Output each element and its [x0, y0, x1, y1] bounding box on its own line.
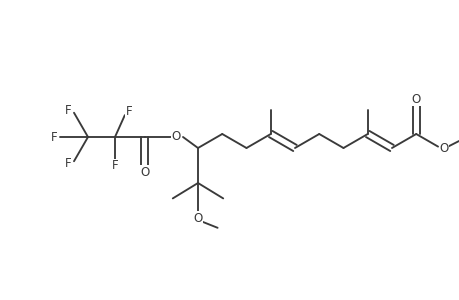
Text: O: O [193, 212, 202, 224]
Text: F: F [112, 159, 118, 172]
Text: O: O [171, 130, 180, 142]
Text: F: F [125, 105, 132, 118]
Text: F: F [65, 104, 71, 117]
Text: O: O [140, 166, 149, 178]
Text: F: F [50, 130, 57, 143]
Text: O: O [438, 142, 448, 155]
Text: F: F [65, 157, 71, 170]
Text: O: O [411, 92, 420, 106]
